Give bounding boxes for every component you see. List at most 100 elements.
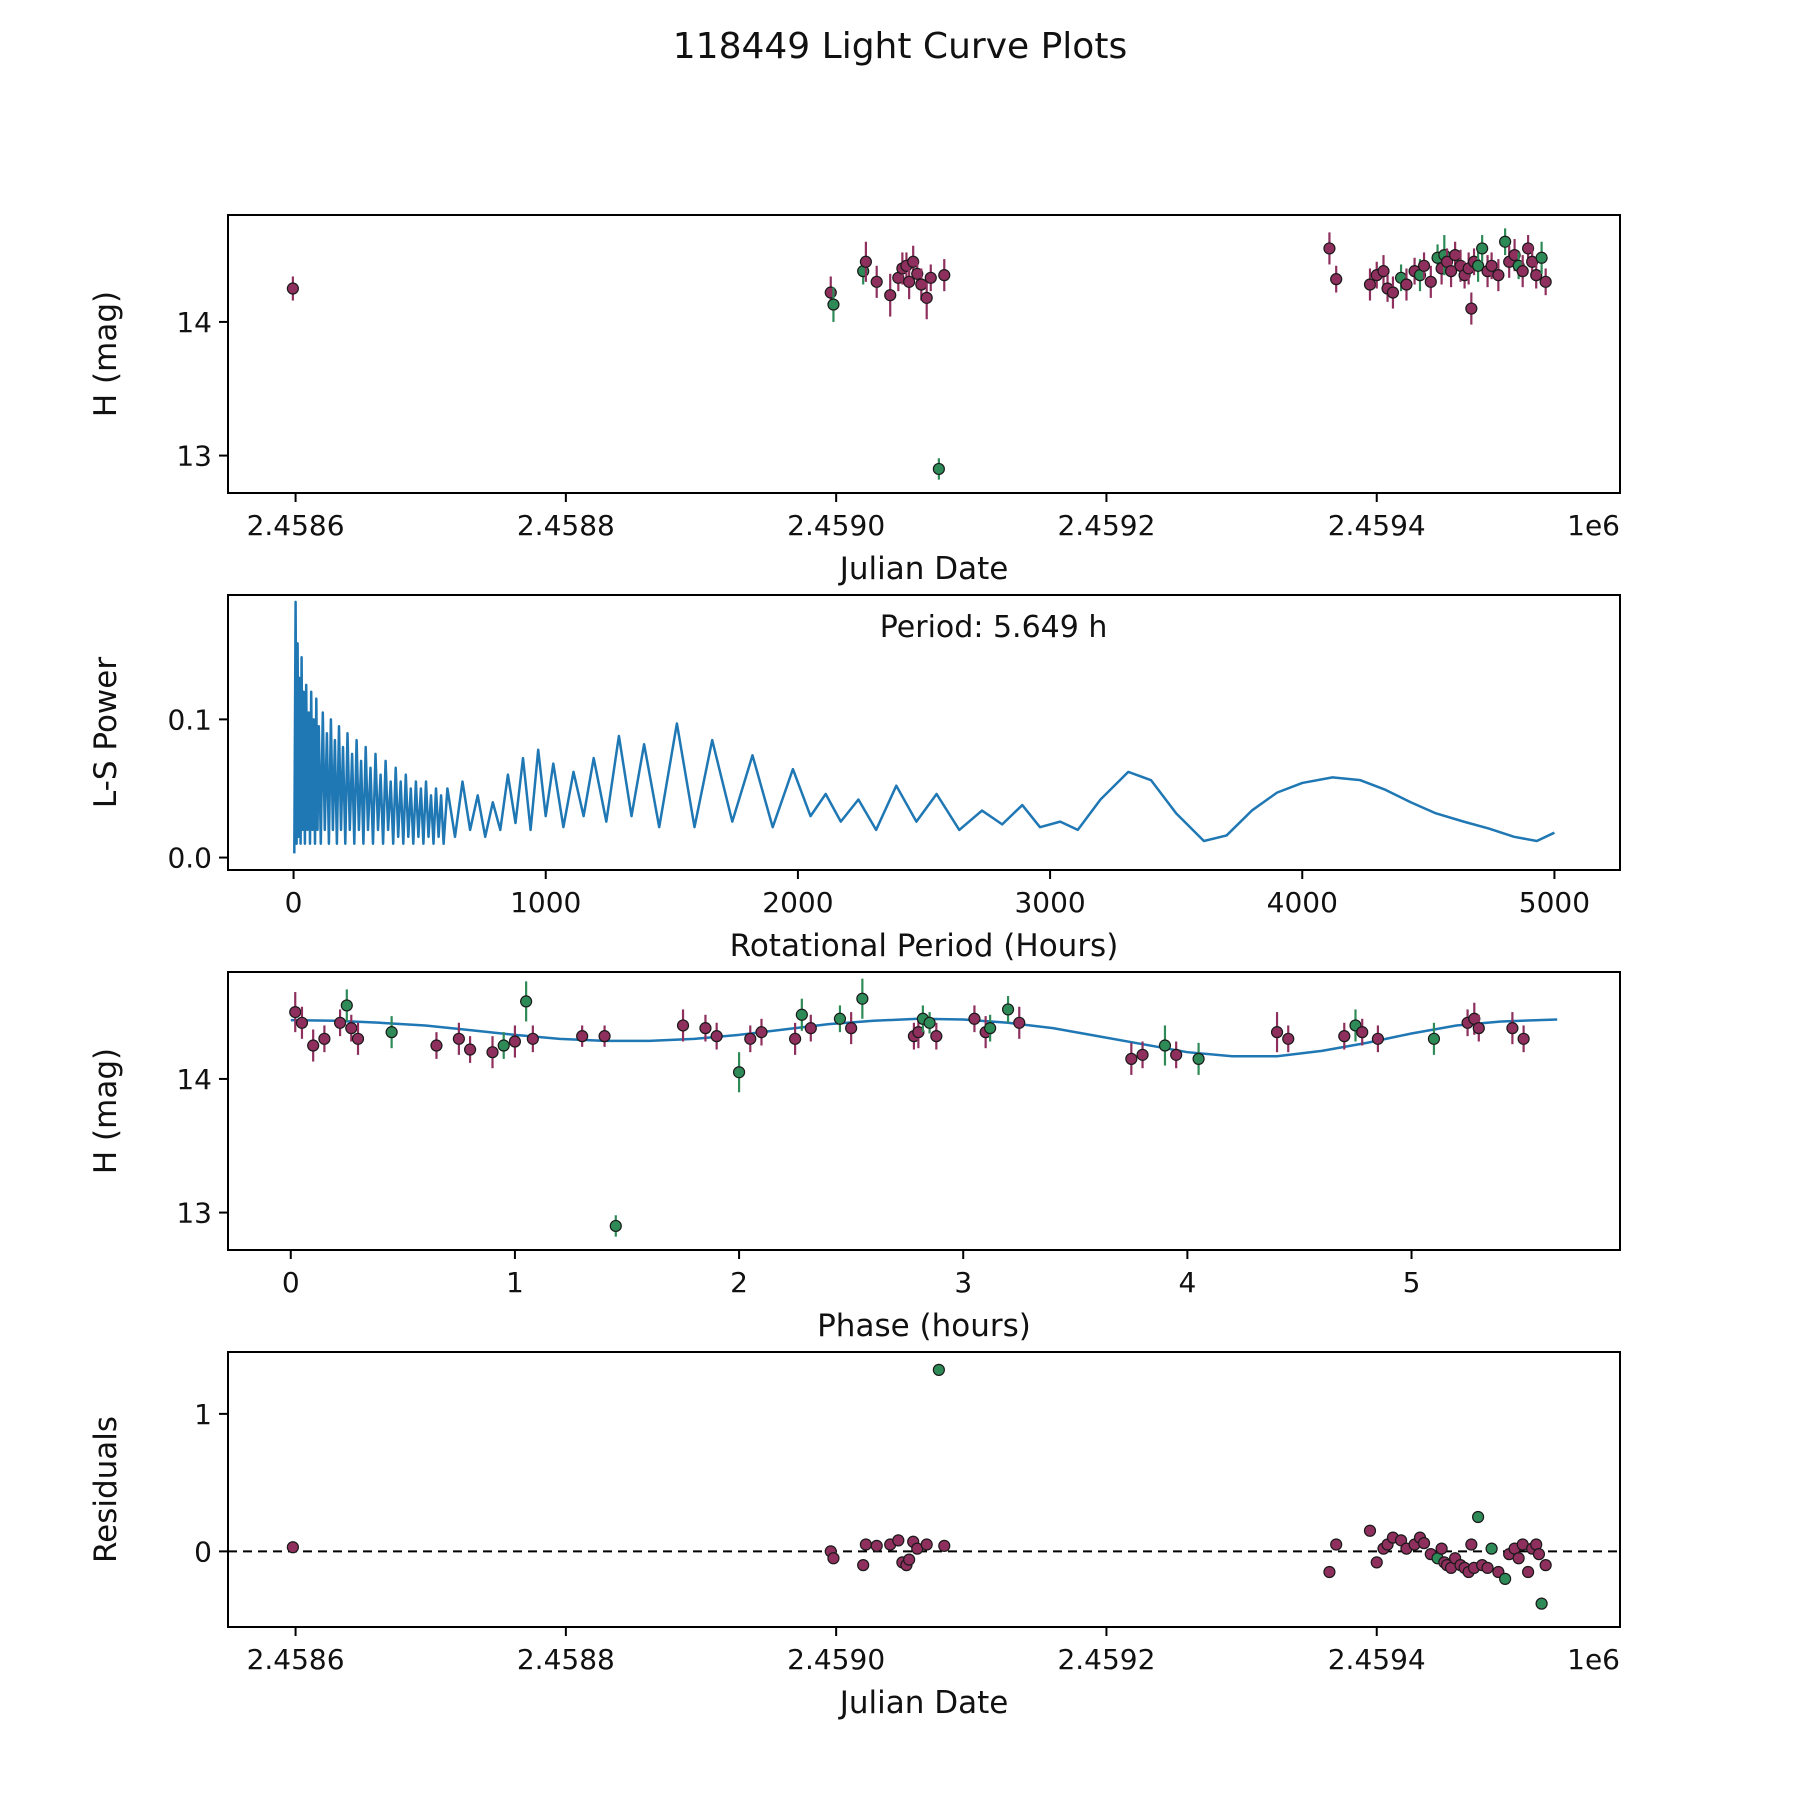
data-point: [907, 255, 920, 268]
data-point: [1476, 242, 1489, 255]
axis-offset-label: 1e6: [1567, 1643, 1620, 1676]
data-point: [920, 291, 933, 304]
y-axis-label: H (mag): [88, 1048, 124, 1174]
y-tick-label: 13: [176, 1197, 212, 1230]
data-point: [1485, 259, 1498, 272]
data-point: [1499, 235, 1512, 248]
x-tick-label: 2.4586: [247, 509, 345, 542]
data-point: [932, 462, 945, 476]
data-point: [1371, 1032, 1385, 1045]
data-point: [789, 1032, 802, 1045]
data-point: [1517, 1032, 1530, 1045]
data-point: [1506, 1022, 1519, 1035]
light_curve-plot: 2.4586 2.4588 2.4590 2.4592 2.4594 13 14 Julian…: [88, 214, 1621, 587]
data-point: [318, 1032, 331, 1045]
data-point: [1471, 1510, 1485, 1524]
data-point: [1400, 278, 1413, 291]
data-point: [1136, 1048, 1149, 1061]
data-point: [463, 1043, 477, 1056]
data-point: [1363, 278, 1377, 291]
data-point: [744, 1032, 757, 1045]
data-point: [1512, 1552, 1525, 1565]
axes-frame: [227, 214, 1621, 494]
x-axis-label: Rotational Period (Hours): [730, 928, 1119, 964]
data-point: [1499, 1572, 1512, 1585]
x-tick-label: 2.4592: [1057, 1643, 1155, 1676]
data-point: [289, 1005, 302, 1019]
data-point: [1522, 1565, 1535, 1579]
data-point: [430, 1039, 443, 1052]
data-point: [1330, 1538, 1343, 1551]
y-tick-label: 0: [194, 1535, 212, 1568]
data-point: [333, 1016, 347, 1029]
data-point: [795, 1008, 808, 1021]
data-point: [1323, 1565, 1336, 1579]
x-tick-label: 2000: [762, 886, 833, 919]
y-tick-label: 0.1: [167, 703, 212, 736]
data-point: [1508, 248, 1521, 262]
y-axis-label: H (mag): [88, 291, 124, 417]
data-point: [870, 1539, 883, 1552]
x-tick-label: 2: [730, 1266, 748, 1299]
data-point: [1125, 1052, 1138, 1065]
data-point: [824, 286, 837, 299]
data-point: [903, 1553, 916, 1566]
axes-frame: [227, 594, 1621, 871]
y-tick-label: 14: [176, 306, 212, 339]
data-point: [732, 1066, 746, 1079]
data-point: [1472, 1022, 1485, 1035]
data-point: [1192, 1052, 1205, 1065]
x-tick-label: 2.4588: [517, 509, 615, 542]
data-point: [1001, 1003, 1015, 1016]
data-point: [1449, 248, 1462, 262]
data-point: [576, 1030, 589, 1043]
data-point: [1158, 1039, 1172, 1052]
y-tick-label: 14: [176, 1063, 212, 1096]
data-point: [520, 995, 533, 1008]
data-point: [1338, 1030, 1351, 1043]
data-point: [903, 275, 916, 288]
data-point: [699, 1022, 712, 1035]
data-point: [804, 1022, 817, 1035]
data-point: [968, 1012, 981, 1025]
data-point: [1170, 1048, 1183, 1061]
data-point: [295, 1016, 309, 1029]
data-point: [1530, 269, 1543, 282]
x-tick-label: 2.4588: [517, 1643, 615, 1676]
data-point: [1481, 1561, 1494, 1574]
data-point: [1465, 302, 1478, 315]
x-tick-label: 2.4590: [787, 1643, 885, 1676]
data-point: [1522, 242, 1535, 255]
periodogram-plot: 0 1000 2000 3000 4000 5000 0.0 0.1 Rotational Pe…: [88, 594, 1621, 964]
data-point: [1282, 1032, 1295, 1045]
data-point: [1465, 1538, 1478, 1551]
data-point: [755, 1026, 768, 1039]
x-axis-label: Julian Date: [838, 551, 1009, 587]
data-point: [307, 1039, 320, 1052]
data-point: [857, 1559, 870, 1572]
data-point: [856, 992, 869, 1005]
data-point: [859, 1538, 872, 1551]
data-point: [1516, 265, 1529, 278]
data-point: [1427, 1032, 1441, 1045]
data-point: [930, 1030, 943, 1043]
data-point: [870, 275, 883, 288]
data-point: [1539, 1559, 1552, 1572]
data-point: [345, 1022, 358, 1035]
y-tick-label: 0.0: [167, 842, 212, 875]
data-point: [1323, 242, 1336, 255]
x-tick-label: 2.4594: [1328, 509, 1426, 542]
data-point: [845, 1022, 858, 1035]
figure-title: 118449 Light Curve Plots: [673, 26, 1127, 67]
data-point: [1330, 273, 1343, 286]
x-tick-label: 4000: [1267, 886, 1338, 919]
data-point: [351, 1032, 365, 1045]
data-point: [1535, 251, 1548, 264]
data-point: [1270, 1026, 1284, 1039]
data-point: [1471, 259, 1485, 272]
data-point: [1370, 1556, 1383, 1569]
x-tick-label: 2.4594: [1328, 1643, 1426, 1676]
data-point: [915, 278, 928, 291]
data-point: [1386, 286, 1400, 299]
